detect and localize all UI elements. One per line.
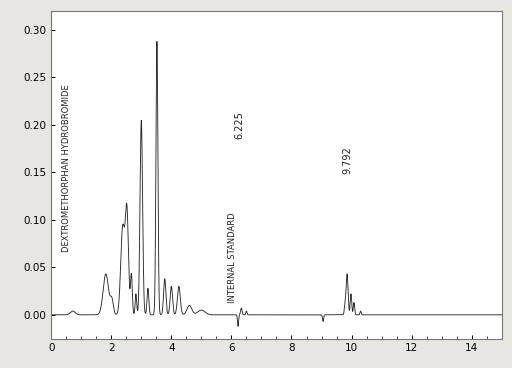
Text: DEXTROMETHORPHAN HYDROBROMIDE: DEXTROMETHORPHAN HYDROBROMIDE bbox=[62, 84, 71, 252]
Text: 6.225: 6.225 bbox=[235, 112, 245, 139]
Text: 9.792: 9.792 bbox=[342, 146, 352, 174]
Text: INTERNAL STANDARD: INTERNAL STANDARD bbox=[228, 213, 238, 303]
